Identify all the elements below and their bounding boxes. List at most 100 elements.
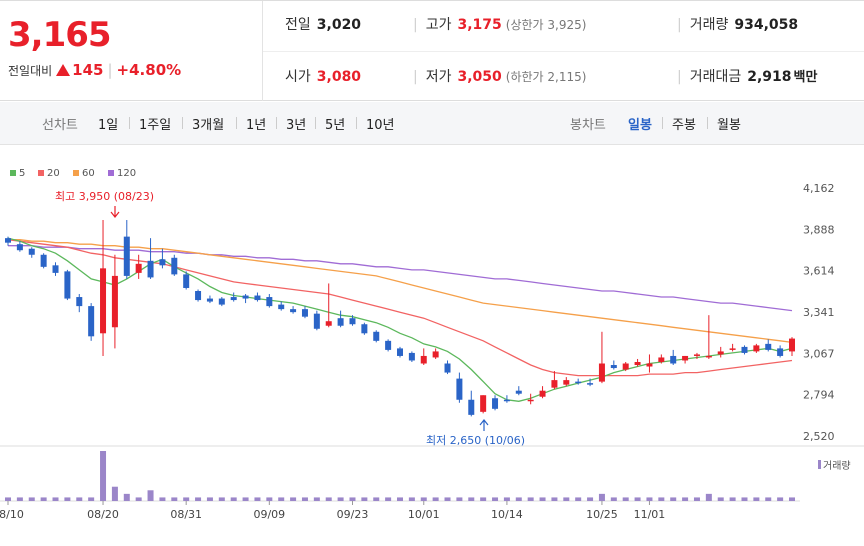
volume-bar bbox=[420, 497, 427, 501]
divider: | bbox=[107, 61, 113, 79]
volume-bar bbox=[147, 490, 154, 501]
tab-5y[interactable]: 5년 bbox=[325, 118, 346, 133]
volume-bar bbox=[230, 497, 237, 501]
volume-bar bbox=[397, 497, 403, 501]
low-arrow-icon bbox=[479, 419, 489, 431]
volume-bar bbox=[539, 497, 546, 501]
candle-body bbox=[789, 338, 795, 352]
volume-bar bbox=[646, 497, 653, 501]
candle-body bbox=[539, 390, 546, 397]
volume-bar bbox=[777, 497, 784, 501]
candle-body bbox=[622, 363, 629, 370]
candle-body bbox=[515, 390, 522, 394]
price-box: 3,165 전일대비 145 | +4.80% bbox=[0, 1, 263, 101]
volume-bar bbox=[408, 497, 415, 501]
candle-body bbox=[373, 331, 380, 341]
volume-bar bbox=[242, 497, 249, 501]
volume-bar bbox=[135, 497, 142, 501]
volume-bar bbox=[693, 497, 700, 501]
line-chart-label: 선차트 bbox=[42, 118, 78, 133]
volume-bar bbox=[753, 497, 760, 501]
price-change: 전일대비 145 | +4.80% bbox=[8, 61, 181, 79]
candle-body bbox=[52, 265, 59, 273]
volume-bar bbox=[337, 497, 344, 501]
candle-body bbox=[111, 275, 118, 328]
volume-bar bbox=[587, 497, 594, 501]
legend-swatch-60 bbox=[73, 170, 79, 176]
tab-3m[interactable]: 3개월 bbox=[192, 118, 225, 133]
legend-label-20: 20 bbox=[47, 168, 60, 179]
candle-body bbox=[16, 244, 23, 251]
candle-body bbox=[242, 295, 249, 299]
volume-bar bbox=[88, 497, 95, 501]
tab-1w[interactable]: 1주일 bbox=[139, 118, 172, 133]
change-value: 145 bbox=[72, 61, 104, 79]
x-tick-label: 10/25 bbox=[586, 508, 618, 521]
quote-summary: 3,165 전일대비 145 | +4.80% 전일 3,020 | 고가 3,175 (상한… bbox=[0, 0, 864, 101]
candle-body bbox=[741, 346, 748, 353]
volume-bar bbox=[717, 497, 724, 501]
legend-label-60: 60 bbox=[82, 168, 95, 179]
tab-monthly[interactable]: 월봉 bbox=[717, 118, 741, 133]
candle-body bbox=[670, 355, 677, 364]
volume-bar bbox=[325, 497, 332, 501]
candle-body bbox=[361, 324, 368, 334]
candle-body bbox=[420, 355, 427, 364]
volume-bar bbox=[527, 497, 534, 501]
open-price: 시가 3,080 bbox=[285, 69, 362, 85]
change-label: 전일대비 bbox=[8, 64, 53, 78]
candle-body bbox=[397, 348, 403, 356]
candle-body bbox=[705, 355, 712, 358]
up-triangle-icon bbox=[56, 64, 71, 76]
tab-10y[interactable]: 10년 bbox=[366, 118, 395, 133]
legend-label-120: 120 bbox=[117, 168, 136, 179]
volume-bar bbox=[373, 497, 380, 501]
legend-label-5: 5 bbox=[19, 168, 25, 179]
candle-body bbox=[753, 345, 760, 352]
volume-bar bbox=[206, 497, 213, 501]
candle-body bbox=[254, 295, 261, 301]
candle-body bbox=[313, 313, 320, 329]
volume-bar bbox=[218, 497, 225, 501]
volume-bar bbox=[682, 497, 689, 501]
candle-body bbox=[206, 298, 213, 302]
day-low: | 저가 3,050 (하한가 2,115) bbox=[413, 69, 587, 85]
volume-bar bbox=[765, 497, 772, 501]
volume-bar bbox=[563, 497, 570, 501]
candle-body bbox=[171, 257, 178, 275]
volume-bar bbox=[64, 497, 71, 501]
volume-bar bbox=[40, 497, 47, 501]
high-arrow-icon bbox=[110, 206, 120, 218]
ma120-line bbox=[8, 245, 793, 312]
tab-3y[interactable]: 3년 bbox=[286, 118, 307, 133]
y-tick-label: 2,520 bbox=[803, 430, 835, 443]
volume-bar bbox=[515, 497, 522, 501]
volume-bar bbox=[278, 497, 285, 501]
candle-body bbox=[527, 399, 534, 402]
tab-daily[interactable]: 일봉 bbox=[628, 118, 652, 133]
candle-body bbox=[349, 318, 356, 325]
candle-body bbox=[5, 238, 11, 243]
candle-body bbox=[76, 297, 83, 307]
legend-swatch-5 bbox=[10, 170, 16, 176]
tab-1y[interactable]: 1년 bbox=[246, 118, 267, 133]
tab-1d[interactable]: 1일 bbox=[98, 118, 119, 133]
x-tick-label: 08/10 bbox=[0, 508, 24, 521]
candle-body bbox=[563, 380, 570, 385]
candle-body bbox=[195, 291, 202, 301]
tab-weekly[interactable]: 주봉 bbox=[672, 118, 696, 133]
price-chart: 5 20 60 120 4,162 3,888 3,614 3,341 3,067 2,794 2,… bbox=[0, 168, 864, 521]
x-tick-label: 08/20 bbox=[87, 508, 119, 521]
volume-bar bbox=[575, 497, 582, 501]
volume-bar bbox=[195, 497, 202, 501]
candle-body bbox=[230, 297, 237, 301]
candle-body bbox=[480, 395, 487, 412]
y-tick-label: 3,067 bbox=[803, 347, 835, 360]
candle-body bbox=[147, 260, 154, 278]
y-tick-label: 4,162 bbox=[803, 182, 835, 195]
candle-body bbox=[777, 348, 784, 356]
day-high: | 고가 3,175 (상한가 3,925) bbox=[413, 17, 587, 33]
volume-bar bbox=[468, 497, 475, 501]
candle-body bbox=[646, 363, 653, 367]
legend-swatch-120 bbox=[108, 170, 114, 176]
